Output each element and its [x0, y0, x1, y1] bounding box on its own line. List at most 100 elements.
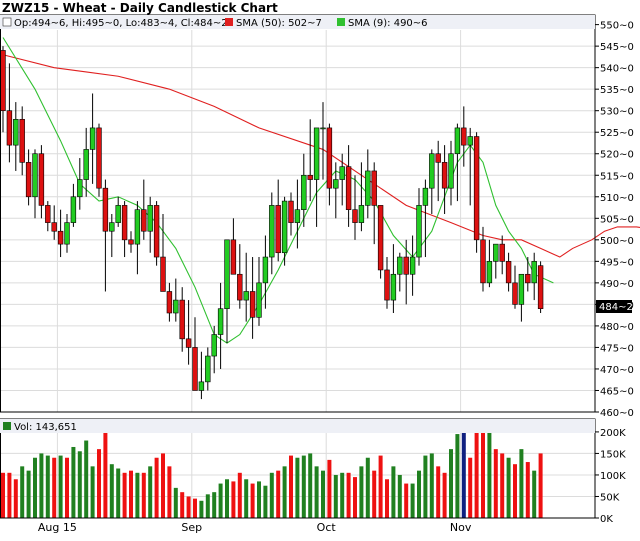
volume-bar: [180, 492, 185, 518]
candle-body: [525, 273, 531, 284]
candle-body: [141, 209, 147, 232]
candle-body: [281, 200, 288, 254]
volume-bar: [212, 492, 217, 518]
candle-body: [365, 170, 371, 206]
volume-bar: [237, 472, 242, 518]
candle-body: [166, 291, 173, 314]
candle-body: [45, 205, 51, 223]
candle-body: [211, 334, 217, 357]
volume-bar: [487, 431, 492, 518]
volume-bar: [65, 457, 69, 518]
volume-bar: [77, 451, 82, 518]
candle-body: [320, 127, 326, 130]
last-price-tag: [596, 300, 632, 313]
volume-bar: [314, 466, 319, 518]
volume-bar: [20, 466, 25, 518]
volume-tick-label: 200K: [600, 428, 626, 439]
candle-body: [179, 299, 185, 340]
volume-bar: [423, 455, 428, 518]
candle-body: [499, 243, 505, 262]
candle-body: [237, 273, 243, 301]
candle-body: [435, 153, 441, 163]
volume-bar: [231, 481, 236, 518]
sma50-legend: SMA (50): 502~7: [236, 18, 322, 29]
candle-body: [371, 170, 377, 206]
ohlc-legend: Op:494~6, Hi:495~0, Lo:483~4, Cl:484~2: [14, 18, 228, 29]
volume-bar: [295, 457, 300, 518]
volume-bar: [199, 500, 204, 518]
candle-body: [531, 261, 537, 284]
candle-body: [441, 162, 448, 189]
price-tick-label: 470~0: [600, 365, 634, 376]
candle-body: [448, 153, 454, 189]
volume-bar: [193, 498, 197, 518]
candle-body: [115, 205, 121, 223]
moving-averages: [2, 37, 640, 344]
volume-bar: [519, 449, 524, 518]
candle-body: [326, 127, 333, 189]
candle-body: [397, 256, 403, 275]
price-tick-label: 545~0: [600, 42, 634, 53]
volume-bar: [7, 472, 12, 518]
volume-bar: [417, 470, 421, 518]
candle-body: [339, 166, 345, 180]
volume-bar: [391, 466, 396, 518]
candle-body: [13, 119, 19, 146]
candle-body: [70, 196, 77, 223]
volume-bar: [449, 449, 453, 518]
volume-bar: [186, 496, 191, 518]
candle-body: [345, 166, 352, 210]
volume-bar: [276, 470, 281, 518]
volume-bar: [141, 472, 146, 518]
volume-bars: [1, 423, 543, 518]
chart-title: ZWZ15 - Wheat - Daily Candlestick Chart: [2, 1, 278, 15]
volume-bar: [404, 483, 409, 518]
volume-bar: [506, 457, 511, 518]
price-tick-label: 535~0: [600, 85, 634, 96]
candle-body: [467, 136, 473, 146]
volume-bar: [45, 455, 50, 518]
volume-bar: [493, 449, 498, 518]
candle-body: [217, 308, 224, 335]
candle-body: [480, 239, 486, 284]
price-tick-label: 550~0: [600, 21, 634, 32]
volume-legend: Vol: 143,651: [14, 422, 77, 433]
candle-body: [153, 205, 160, 258]
candle-body: [262, 256, 269, 284]
sma9-legend: SMA (9): 490~6: [348, 18, 428, 29]
candle-body: [537, 265, 544, 309]
candle-body: [128, 239, 134, 245]
candle-body: [185, 338, 192, 348]
candle-body: [454, 127, 461, 155]
volume-bar: [122, 472, 127, 518]
volume-tick-label: 150K: [600, 449, 626, 460]
volume-bar: [442, 472, 447, 518]
volume-bar: [327, 459, 332, 518]
volume-tick-label: 50K: [600, 492, 620, 503]
x-tick-label: Nov: [450, 521, 472, 534]
candle-body: [77, 179, 83, 198]
candle-body: [57, 230, 64, 245]
price-tick-label: 465~0: [600, 386, 634, 397]
volume-bar: [346, 472, 351, 518]
candle-body: [109, 222, 115, 232]
volume-bar: [378, 455, 383, 518]
legend-bar: [0, 15, 595, 29]
price-tick-label: 505~0: [600, 214, 634, 225]
candle-body: [230, 239, 237, 275]
x-tick-label: Oct: [317, 521, 337, 534]
candle-body: [269, 205, 275, 258]
volume-bar: [500, 453, 505, 518]
candle-body: [198, 381, 205, 391]
sma50-line: [2, 54, 640, 258]
volume-bar: [308, 453, 313, 518]
price-tick-label: 510~0: [600, 193, 634, 204]
candle-body: [384, 269, 390, 301]
volume-bar: [39, 453, 44, 518]
candle-body: [461, 127, 467, 146]
volume-bar: [205, 494, 210, 518]
candle-body: [121, 205, 128, 241]
volume-bar: [90, 466, 95, 518]
